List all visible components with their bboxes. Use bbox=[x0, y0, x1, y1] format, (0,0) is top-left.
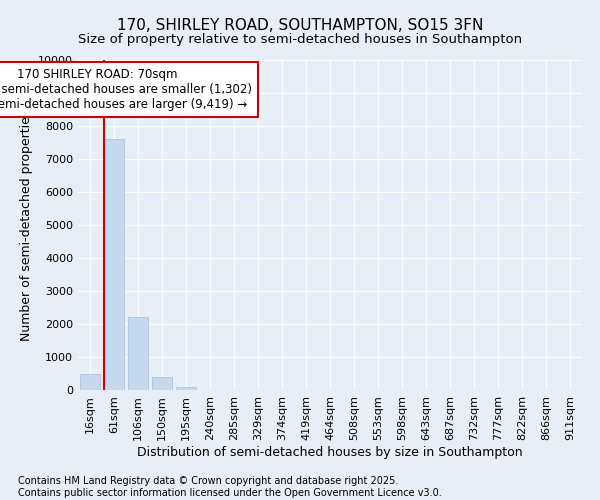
Bar bbox=[104, 139, 124, 390]
Bar bbox=[176, 387, 196, 390]
X-axis label: Distribution of semi-detached houses by size in Southampton: Distribution of semi-detached houses by … bbox=[137, 446, 523, 458]
Text: 170, SHIRLEY ROAD, SOUTHAMPTON, SO15 3FN: 170, SHIRLEY ROAD, SOUTHAMPTON, SO15 3FN bbox=[117, 18, 483, 32]
Text: Size of property relative to semi-detached houses in Southampton: Size of property relative to semi-detach… bbox=[78, 32, 522, 46]
Bar bbox=[128, 318, 148, 390]
Text: Contains HM Land Registry data © Crown copyright and database right 2025.
Contai: Contains HM Land Registry data © Crown c… bbox=[18, 476, 442, 498]
Bar bbox=[152, 378, 172, 390]
Y-axis label: Number of semi-detached properties: Number of semi-detached properties bbox=[20, 110, 32, 340]
Bar bbox=[80, 374, 100, 390]
Text: 170 SHIRLEY ROAD: 70sqm
← 12% of semi-detached houses are smaller (1,302)
88% of: 170 SHIRLEY ROAD: 70sqm ← 12% of semi-de… bbox=[0, 68, 252, 112]
